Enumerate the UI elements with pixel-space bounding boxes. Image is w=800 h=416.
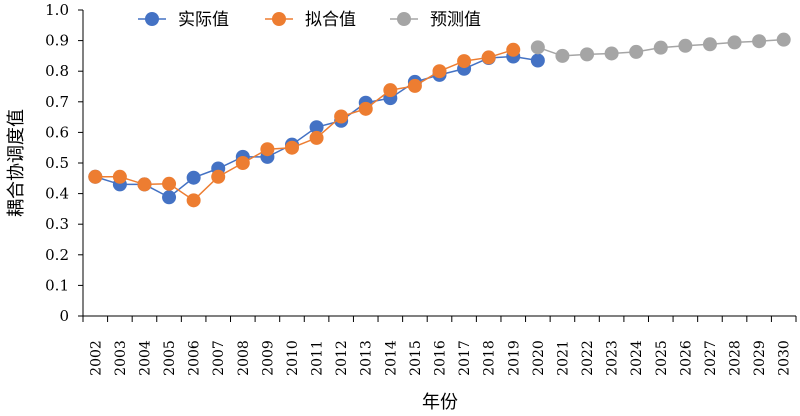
x-tick-label: 2025 xyxy=(654,340,670,376)
data-point xyxy=(358,101,373,116)
x-tick-label: 2011 xyxy=(310,340,326,376)
y-tick-label: 0.3 xyxy=(45,215,69,233)
x-tick-label: 2024 xyxy=(629,340,645,376)
x-tick-label: 2023 xyxy=(605,340,621,376)
data-point xyxy=(383,83,398,98)
x-tick-label: 2003 xyxy=(113,340,129,376)
x-tick-label: 2010 xyxy=(285,340,301,376)
x-tick-label: 2028 xyxy=(728,340,744,376)
axes: 0 0.1 0.2 0.3 0.4 0.5 0.6 0.7 0.8 0.9 1.0 2002 2003 2… xyxy=(45,1,797,376)
data-point xyxy=(260,142,275,157)
data-point xyxy=(309,120,324,135)
data-point xyxy=(530,53,545,68)
x-tick-label: 2015 xyxy=(408,340,424,376)
y-tick-label: 0.7 xyxy=(45,93,69,111)
y-axis-title: 耦合协调度值 xyxy=(6,109,27,217)
x-tick-label: 2008 xyxy=(236,340,252,376)
x-tick-label: 2021 xyxy=(555,340,571,376)
y-tick-label: 0.6 xyxy=(45,123,69,141)
data-point xyxy=(727,35,742,50)
data-point xyxy=(653,40,668,55)
legend-marker xyxy=(397,12,411,26)
data-point xyxy=(481,50,496,65)
data-point xyxy=(555,48,570,63)
x-tick-label: 2006 xyxy=(187,340,203,376)
legend-label: 预测值 xyxy=(430,10,481,30)
legend-item-1: 实际值 xyxy=(138,10,229,30)
data-point xyxy=(309,130,324,145)
data-point xyxy=(284,140,299,155)
x-axis-title: 年份 xyxy=(422,392,458,413)
data-point xyxy=(211,169,226,184)
data-point xyxy=(604,46,619,61)
x-tick-label: 2019 xyxy=(506,340,522,376)
y-tick-label: 1.0 xyxy=(45,1,69,19)
data-point xyxy=(88,169,103,184)
series-1 xyxy=(88,49,545,205)
data-point xyxy=(162,190,177,205)
x-tick-label: 2027 xyxy=(703,340,719,376)
data-point xyxy=(752,34,767,49)
legend-label: 实际值 xyxy=(178,10,229,30)
legend-item-3: 预测值 xyxy=(390,10,481,30)
y-tick-label: 0.9 xyxy=(45,32,69,50)
y-tick-label: 0 xyxy=(59,307,69,325)
data-point xyxy=(186,193,201,208)
y-tick-label: 0.8 xyxy=(45,62,69,80)
data-point xyxy=(629,44,644,59)
legend: 实际值 拟合值 预测值 xyxy=(138,10,481,30)
series-layer xyxy=(88,32,791,208)
data-point xyxy=(457,54,472,69)
legend-label: 拟合值 xyxy=(305,10,356,30)
x-tick-label: 2005 xyxy=(162,340,178,376)
x-tick-label: 2020 xyxy=(531,340,547,376)
data-point xyxy=(530,40,545,55)
data-point xyxy=(334,109,349,124)
data-point xyxy=(186,170,201,185)
data-point xyxy=(137,177,152,192)
x-tick-label: 2030 xyxy=(777,340,793,376)
y-tick-label: 0.5 xyxy=(45,154,69,172)
legend-item-2: 拟合值 xyxy=(265,10,356,30)
x-tick-label: 2017 xyxy=(457,340,473,376)
data-point xyxy=(678,38,693,53)
data-point xyxy=(702,37,717,52)
x-tick-label: 2009 xyxy=(260,340,276,376)
legend-marker xyxy=(272,12,286,26)
series-3 xyxy=(530,32,791,63)
y-tick-label: 0.4 xyxy=(45,185,69,203)
data-point xyxy=(432,64,447,79)
x-tick-label: 2007 xyxy=(211,340,227,376)
x-tick-label: 2018 xyxy=(482,340,498,376)
legend-marker xyxy=(145,12,159,26)
data-point xyxy=(162,176,177,191)
data-point xyxy=(235,156,250,170)
x-tick-label: 2022 xyxy=(580,340,596,376)
x-tick-label: 2004 xyxy=(137,340,153,376)
data-point xyxy=(580,47,595,62)
y-tick-label: 0.1 xyxy=(45,276,69,294)
series-2 xyxy=(88,42,521,208)
x-tick-label: 2013 xyxy=(359,340,375,376)
x-tick-label: 2002 xyxy=(88,340,104,376)
data-point xyxy=(776,32,791,47)
x-tick-label: 2012 xyxy=(334,340,350,376)
data-point xyxy=(506,42,521,57)
y-tick-label: 0.2 xyxy=(45,246,69,264)
x-tick-label: 2014 xyxy=(383,340,399,376)
x-tick-label: 2026 xyxy=(678,340,694,376)
x-tick-label: 2029 xyxy=(752,340,768,376)
data-point xyxy=(407,78,422,93)
data-point xyxy=(112,169,127,184)
x-tick-label: 2016 xyxy=(433,340,449,376)
